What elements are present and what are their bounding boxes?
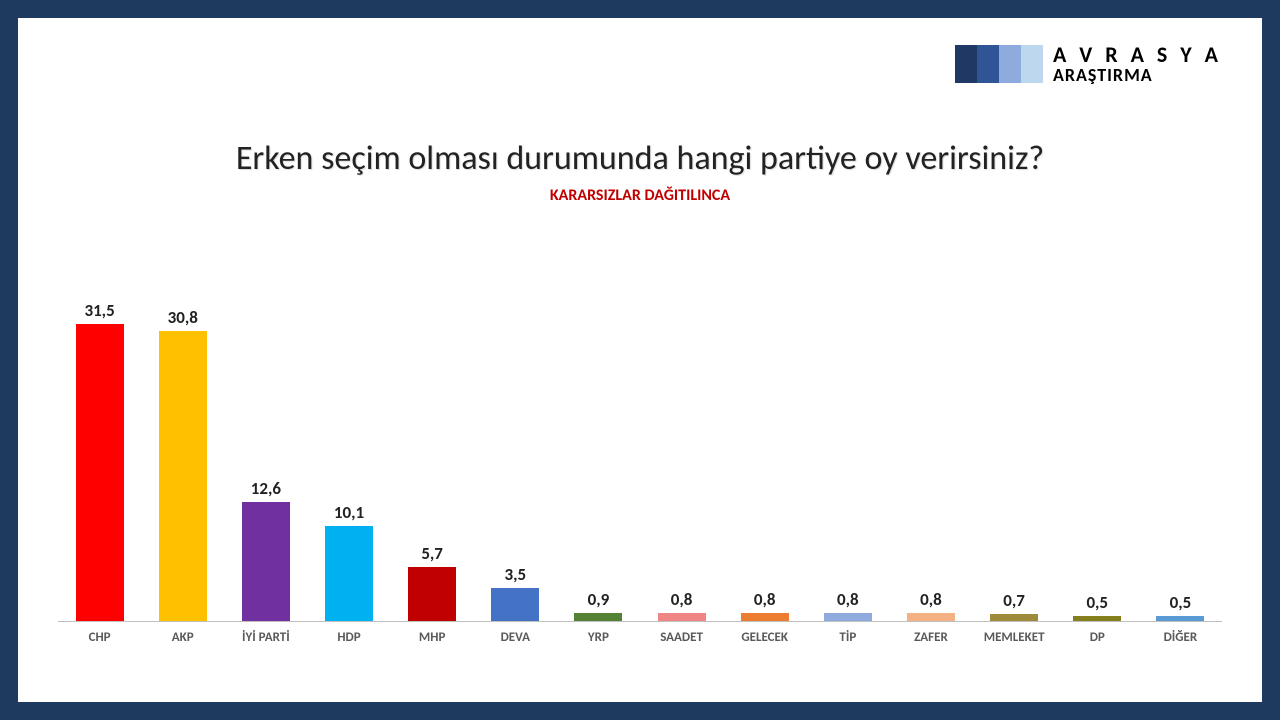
x-axis-label: AKP <box>141 630 224 645</box>
bar-value-label: 10,1 <box>334 502 364 523</box>
bar-slot: 0,8 <box>723 262 806 621</box>
x-axis-label: DP <box>1056 630 1139 645</box>
bar <box>1156 616 1204 621</box>
x-axis-label: ZAFER <box>889 630 972 645</box>
bar-value-label: 3,5 <box>504 564 526 585</box>
bar-slot: 12,6 <box>224 262 307 621</box>
bar <box>907 613 955 621</box>
bar-value-label: 31,5 <box>84 300 114 321</box>
bar-slot: 5,7 <box>391 262 474 621</box>
chart-subtitle: KARARSIZLAR DAĞITILINCA <box>18 186 1262 205</box>
x-axis-label: DEVA <box>474 630 557 645</box>
bar <box>242 502 290 621</box>
logo-bars-icon <box>955 45 1043 83</box>
bar-slot: 0,9 <box>557 262 640 621</box>
bar-value-label: 0,9 <box>588 589 610 610</box>
bar <box>325 526 373 621</box>
bar-value-label: 0,7 <box>1003 590 1025 611</box>
bar <box>658 613 706 621</box>
bar <box>76 324 124 621</box>
bar <box>990 614 1038 621</box>
brand-logo: A V R A S Y A ARAŞTIRMA <box>955 44 1222 84</box>
chart-title: Erken seçim olması durumunda hangi parti… <box>18 138 1262 179</box>
x-axis-label: İYİ PARTİ <box>224 630 307 645</box>
x-axis-label: HDP <box>307 630 390 645</box>
bar-value-label: 0,8 <box>671 589 693 610</box>
bar-slot: 0,7 <box>973 262 1056 621</box>
bar-slot: 30,8 <box>141 262 224 621</box>
bar <box>824 613 872 621</box>
x-axis-label: SAADET <box>640 630 723 645</box>
bar-value-label: 0,8 <box>920 589 942 610</box>
bar <box>491 588 539 621</box>
bar-value-label: 12,6 <box>251 478 281 499</box>
bar-value-label: 30,8 <box>168 307 198 328</box>
bar-slot: 0,5 <box>1139 262 1222 621</box>
x-axis-label: MEMLEKET <box>973 630 1056 645</box>
x-axis-label: CHP <box>58 630 141 645</box>
chart-canvas: A V R A S Y A ARAŞTIRMA Erken seçim olma… <box>18 18 1262 702</box>
bar-slot: 0,8 <box>806 262 889 621</box>
bar-slot: 3,5 <box>474 262 557 621</box>
x-axis-labels: CHPAKPİYİ PARTİHDPMHPDEVAYRPSAADETGELECE… <box>58 630 1222 645</box>
bar-value-label: 0,5 <box>1170 592 1192 613</box>
bar <box>741 613 789 621</box>
logo-bottom: ARAŞTIRMA <box>1053 66 1222 84</box>
x-axis-label: GELECEK <box>723 630 806 645</box>
x-axis-label: TİP <box>806 630 889 645</box>
bar <box>159 331 207 621</box>
bar-value-label: 0,5 <box>1086 592 1108 613</box>
bar-slot: 0,8 <box>640 262 723 621</box>
bar-slot: 0,5 <box>1056 262 1139 621</box>
bar-slot: 0,8 <box>889 262 972 621</box>
bar <box>408 567 456 621</box>
logo-top: A V R A S Y A <box>1053 44 1222 66</box>
logo-text: A V R A S Y A ARAŞTIRMA <box>1053 44 1222 84</box>
bar-value-label: 5,7 <box>421 543 443 564</box>
x-axis-label: MHP <box>391 630 474 645</box>
bar-slot: 31,5 <box>58 262 141 621</box>
plot-area: 31,5 30,8 12,6 10,1 5,7 3,5 0,9 0,8 0,8 0,8 0,8 0,7… <box>58 262 1222 622</box>
bar-slot: 10,1 <box>307 262 390 621</box>
bar-value-label: 0,8 <box>754 589 776 610</box>
bar <box>1073 616 1121 621</box>
bar-chart: 31,5 30,8 12,6 10,1 5,7 3,5 0,9 0,8 0,8 0,8 0,8 0,7… <box>58 262 1222 662</box>
x-axis-label: YRP <box>557 630 640 645</box>
bar <box>574 613 622 621</box>
bar-value-label: 0,8 <box>837 589 859 610</box>
x-axis-label: DİĞER <box>1139 630 1222 645</box>
